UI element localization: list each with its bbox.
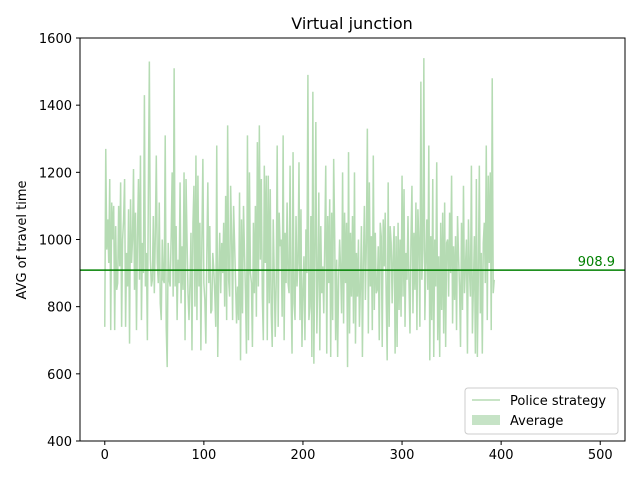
x-tick-label: 500 [588, 448, 613, 463]
plot-area: 908.9 [80, 58, 625, 368]
y-tick-label: 800 [47, 301, 72, 316]
x-tick-label: 0 [101, 448, 109, 463]
y-tick-label: 1600 [39, 32, 72, 47]
y-tick-label: 1200 [39, 166, 72, 181]
legend-swatch-average [472, 415, 500, 425]
y-tick-label: 1000 [39, 234, 72, 249]
x-tick-label: 400 [489, 448, 514, 463]
legend-label-police-strategy: Police strategy [510, 394, 606, 409]
y-tick-label: 1400 [39, 99, 72, 114]
x-tick-label: 100 [191, 448, 216, 463]
y-tick-label: 400 [47, 435, 72, 450]
series-line-police-strategy [104, 58, 495, 368]
legend-label-average: Average [510, 414, 563, 429]
axis-ticks: 0 100 200 300 400 500 400 600 800 1000 1200 1400 160… [39, 32, 613, 463]
x-tick-label: 200 [291, 448, 316, 463]
x-tick-label: 300 [390, 448, 415, 463]
chart-title: Virtual junction [291, 14, 413, 33]
average-value-label: 908.9 [578, 255, 615, 270]
legend: Police strategy Average [464, 387, 619, 435]
plot-frame [79, 37, 626, 442]
y-tick-label: 600 [47, 368, 72, 383]
y-axis-label: AVG of travel time [15, 180, 30, 299]
legend-frame [464, 387, 619, 435]
